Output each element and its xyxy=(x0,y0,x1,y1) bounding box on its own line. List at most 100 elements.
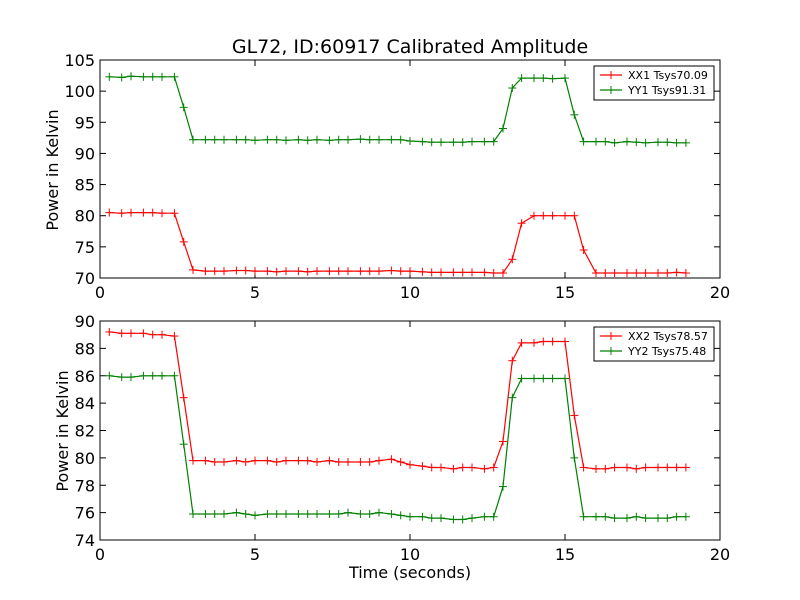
data-point xyxy=(170,209,179,218)
data-point xyxy=(201,509,210,518)
data-point xyxy=(396,511,405,520)
series-xx2 xyxy=(105,327,690,473)
data-point xyxy=(548,74,557,83)
data-point xyxy=(220,457,228,466)
data-point xyxy=(427,138,436,147)
data-point xyxy=(251,511,259,520)
data-point xyxy=(282,509,290,518)
data-point xyxy=(480,512,489,521)
data-point xyxy=(517,219,526,228)
data-point xyxy=(148,72,157,81)
data-point xyxy=(344,267,352,276)
data-point xyxy=(241,509,250,518)
data-point xyxy=(334,509,343,518)
y-tick-label: 80 xyxy=(75,449,95,468)
data-point xyxy=(530,74,538,83)
legend-label: YY1 Tsys91.31 xyxy=(627,84,706,97)
data-point xyxy=(458,463,467,472)
y-tick-label: 105 xyxy=(64,51,95,70)
data-point xyxy=(251,267,259,276)
data-point xyxy=(654,463,662,472)
data-point xyxy=(375,456,383,465)
legend-item: YY1 Tsys91.31 xyxy=(600,84,706,97)
data-point xyxy=(663,269,672,278)
data-point xyxy=(548,211,557,220)
data-point xyxy=(294,456,303,465)
data-point xyxy=(592,512,600,521)
data-point xyxy=(251,136,259,145)
data-point xyxy=(396,135,405,144)
data-point xyxy=(148,371,157,380)
data-point xyxy=(641,138,650,147)
data-point xyxy=(375,135,383,144)
data-point xyxy=(508,255,517,264)
data-point xyxy=(387,135,396,144)
y-tick-label: 95 xyxy=(75,113,95,132)
data-point xyxy=(170,371,179,380)
data-point xyxy=(539,337,548,346)
y-axis-label: Power in Kelvin xyxy=(43,109,62,230)
data-point xyxy=(570,110,579,119)
data-point xyxy=(365,457,374,466)
data-point xyxy=(179,237,188,246)
y-tick-label: 80 xyxy=(75,207,95,226)
data-point xyxy=(427,268,436,277)
legend-item: XX1 Tsys70.09 xyxy=(600,69,708,82)
series-yy2 xyxy=(105,371,690,524)
data-point xyxy=(117,209,126,218)
data-point xyxy=(325,456,334,465)
data-point xyxy=(418,462,427,471)
data-point xyxy=(105,72,114,81)
data-point xyxy=(139,371,148,380)
data-point xyxy=(263,509,272,518)
data-point xyxy=(232,266,241,275)
legend-label: XX1 Tsys70.09 xyxy=(628,69,708,82)
legend: XX2 Tsys78.57 YY2 Tsys75.48 xyxy=(593,326,715,362)
data-point xyxy=(344,135,352,144)
data-point xyxy=(232,508,241,517)
x-tick-label: 20 xyxy=(710,283,730,302)
legend-label: YY2 Tsys75.48 xyxy=(627,345,706,358)
data-point xyxy=(480,137,489,146)
data-point xyxy=(499,269,507,278)
data-point xyxy=(158,209,166,218)
data-point xyxy=(561,337,569,346)
data-point xyxy=(210,267,219,276)
data-point xyxy=(681,269,690,278)
data-point xyxy=(356,135,365,144)
data-point xyxy=(654,514,662,523)
data-point xyxy=(158,72,166,81)
data-point xyxy=(344,508,352,517)
data-point xyxy=(458,515,467,524)
data-point xyxy=(681,512,690,521)
x-tick-label: 5 xyxy=(250,283,260,302)
data-point xyxy=(158,371,166,380)
data-point xyxy=(681,463,690,472)
data-point xyxy=(325,136,334,145)
data-point xyxy=(303,509,312,518)
data-point xyxy=(282,136,290,145)
y-axis-label: Power in Kelvin xyxy=(53,370,72,491)
data-point xyxy=(127,72,135,81)
data-point xyxy=(632,138,641,147)
chart-title: GL72, ID:60917 Calibrated Amplitude xyxy=(232,36,588,58)
data-point xyxy=(334,135,343,144)
data-point xyxy=(539,74,548,83)
data-point xyxy=(517,74,526,83)
data-point xyxy=(127,208,135,217)
data-point xyxy=(263,267,272,276)
data-point xyxy=(334,267,343,276)
data-point xyxy=(387,266,396,275)
legend-box xyxy=(593,65,715,101)
data-point xyxy=(480,268,489,277)
data-point xyxy=(610,138,619,147)
data-point xyxy=(241,457,250,466)
data-point xyxy=(325,267,334,276)
data-point xyxy=(406,512,414,521)
data-point xyxy=(251,456,259,465)
data-point xyxy=(592,137,600,146)
data-point xyxy=(579,137,588,146)
data-point xyxy=(158,330,166,339)
data-point xyxy=(148,330,157,339)
y-tick-label: 88 xyxy=(75,339,95,358)
